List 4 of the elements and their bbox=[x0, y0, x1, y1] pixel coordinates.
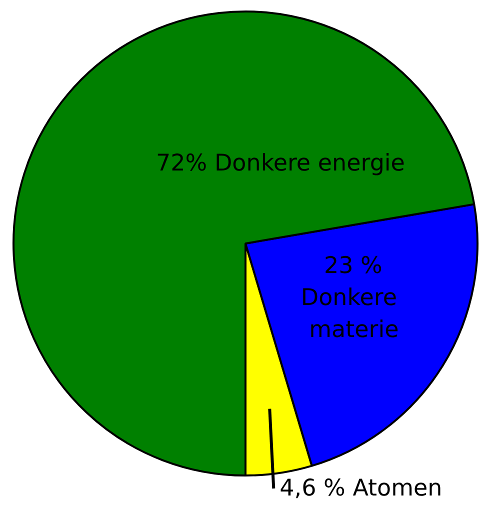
slice-label: 72% Donkere energie bbox=[156, 150, 405, 176]
data-label: 23 % bbox=[324, 252, 382, 279]
slice-label: Donkere materie bbox=[300, 284, 399, 343]
slice-label: 4,6 % Atomen bbox=[280, 476, 442, 502]
